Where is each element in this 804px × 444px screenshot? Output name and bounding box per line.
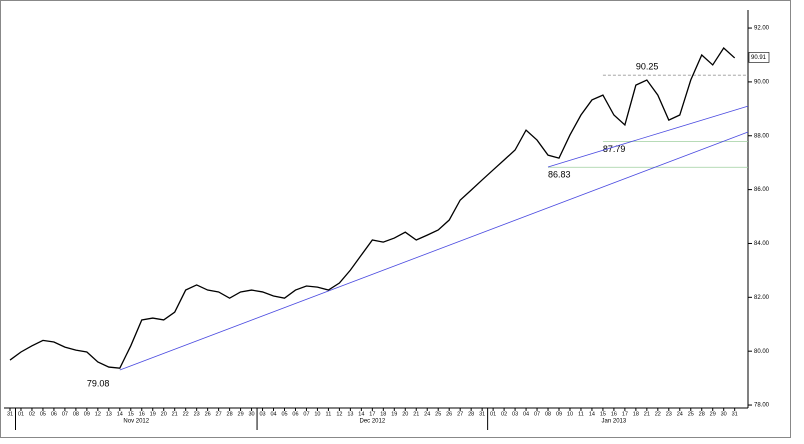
y-tick-label: 78.00 bbox=[754, 403, 770, 409]
x-tick-label: 18 bbox=[380, 411, 386, 417]
x-tick-label: 20 bbox=[402, 411, 408, 417]
x-tick-label: 26 bbox=[446, 411, 452, 417]
x-tick-label: 08 bbox=[545, 411, 551, 417]
x-tick-label: 14 bbox=[358, 411, 364, 417]
month-label: Nov 2012 bbox=[123, 419, 149, 425]
x-tick-label: 06 bbox=[292, 411, 298, 417]
x-tick-label: 13 bbox=[347, 411, 353, 417]
x-tick-label: 06 bbox=[51, 411, 57, 417]
x-tick-label: 31 bbox=[732, 411, 738, 417]
x-tick-label: 12 bbox=[336, 411, 342, 417]
x-tick-label: 18 bbox=[633, 411, 639, 417]
x-tick-label: 22 bbox=[655, 411, 661, 417]
x-tick-label: 03 bbox=[259, 411, 265, 417]
x-tick-label: 21 bbox=[644, 411, 650, 417]
x-tick-label: 14 bbox=[117, 411, 123, 417]
y-tick-label: 86.00 bbox=[754, 187, 770, 193]
trendline bbox=[547, 105, 749, 168]
y-tick-label: 84.00 bbox=[754, 241, 770, 247]
x-tick-label: 16 bbox=[611, 411, 617, 417]
x-tick-label: 15 bbox=[128, 411, 134, 417]
x-tick-label: 25 bbox=[688, 411, 694, 417]
x-tick-label: 25 bbox=[435, 411, 441, 417]
x-tick-label: 07 bbox=[62, 411, 68, 417]
x-tick-label: 22 bbox=[183, 411, 189, 417]
last-price-box bbox=[748, 52, 770, 63]
trendline bbox=[119, 131, 749, 371]
y-tick-label: 92.00 bbox=[754, 26, 770, 32]
x-tick-label: 21 bbox=[172, 411, 178, 417]
level-label: 86.83 bbox=[548, 170, 571, 180]
x-tick-label: 24 bbox=[677, 411, 683, 417]
x-tick-label: 19 bbox=[391, 411, 397, 417]
level-label: 90.25 bbox=[636, 62, 659, 72]
x-tick-label: 28 bbox=[699, 411, 705, 417]
x-tick-label: 17 bbox=[369, 411, 375, 417]
x-tick-label: 27 bbox=[216, 411, 222, 417]
x-tick-label: 02 bbox=[501, 411, 507, 417]
x-tick-label: 20 bbox=[161, 411, 167, 417]
x-tick-label: 03 bbox=[512, 411, 518, 417]
x-tick-label: 29 bbox=[710, 411, 716, 417]
month-label: Jan 2013 bbox=[602, 419, 627, 425]
x-tick-label: 12 bbox=[95, 411, 101, 417]
x-tick-label: 10 bbox=[314, 411, 320, 417]
y-tick-label: 90.00 bbox=[754, 79, 770, 85]
x-tick-label: 28 bbox=[227, 411, 233, 417]
x-tick-label: 04 bbox=[523, 411, 529, 417]
x-tick-label: 14 bbox=[589, 411, 595, 417]
level-label: 87.79 bbox=[603, 144, 626, 154]
x-tick-label: 19 bbox=[150, 411, 156, 417]
x-tick-label: 31 bbox=[479, 411, 485, 417]
x-tick-label: 16 bbox=[139, 411, 145, 417]
x-tick-label: 21 bbox=[413, 411, 419, 417]
price-line bbox=[9, 46, 736, 369]
last-price-label: 90.91 bbox=[751, 55, 767, 61]
x-tick-label: 11 bbox=[326, 411, 332, 417]
x-tick-label: 08 bbox=[73, 411, 79, 417]
x-tick-label: 01 bbox=[18, 411, 24, 417]
x-tick-label: 02 bbox=[29, 411, 35, 417]
x-tick-label: 10 bbox=[567, 411, 573, 417]
x-tick-label: 09 bbox=[84, 411, 90, 417]
level-label: 79.08 bbox=[87, 378, 110, 388]
x-tick-label: 05 bbox=[40, 411, 46, 417]
x-tick-label: 15 bbox=[600, 411, 606, 417]
y-tick-label: 82.00 bbox=[754, 295, 770, 301]
month-label: Dec 2012 bbox=[359, 419, 385, 425]
x-tick-label: 05 bbox=[281, 411, 287, 417]
y-tick-label: 80.00 bbox=[754, 349, 770, 355]
x-tick-label: 07 bbox=[534, 411, 540, 417]
frame bbox=[0, 0, 791, 438]
x-tick-label: 13 bbox=[106, 411, 112, 417]
x-tick-label: 28 bbox=[468, 411, 474, 417]
x-tick-label: 27 bbox=[457, 411, 463, 417]
x-tick-label: 07 bbox=[303, 411, 309, 417]
y-tick-label: 88.00 bbox=[754, 133, 770, 139]
x-tick-label: 11 bbox=[578, 411, 584, 417]
x-tick-label: 17 bbox=[622, 411, 628, 417]
x-tick-label: 09 bbox=[556, 411, 562, 417]
x-tick-label: 29 bbox=[238, 411, 244, 417]
x-tick-label: 30 bbox=[248, 411, 254, 417]
x-tick-label: 23 bbox=[666, 411, 672, 417]
x-tick-label: 24 bbox=[424, 411, 430, 417]
x-tick-label: 04 bbox=[270, 411, 276, 417]
x-tick-label: 01 bbox=[490, 411, 496, 417]
x-tick-label: 23 bbox=[194, 411, 200, 417]
x-tick-label: 31 bbox=[7, 411, 13, 417]
x-tick-label: 26 bbox=[205, 411, 211, 417]
x-tick-label: 30 bbox=[721, 411, 727, 417]
